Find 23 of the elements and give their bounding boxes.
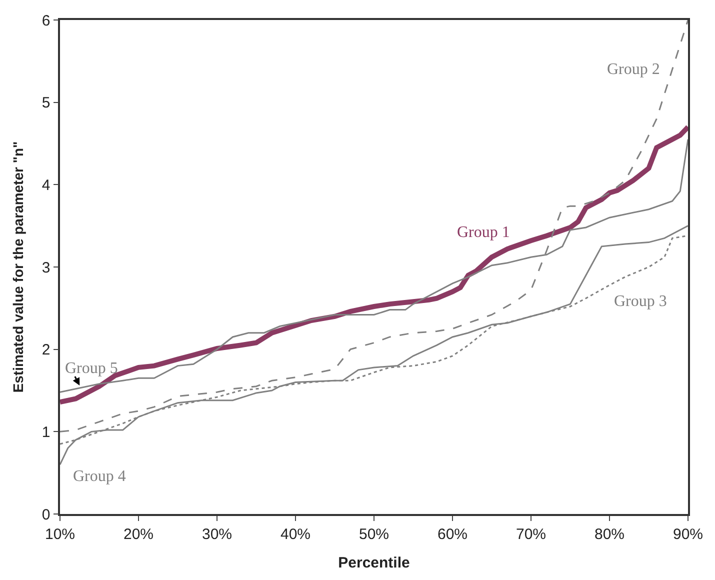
series-label: Group 3 [614,293,667,310]
y-tick-label: 2 [42,342,50,359]
y-tick-label: 5 [42,94,50,112]
series-label: Group 2 [607,61,660,78]
y-tick-label: 3 [42,259,50,276]
y-tick-label: 1 [42,424,50,441]
y-tick-label: 6 [42,12,50,30]
x-tick-label: 60% [437,526,468,543]
x-tick-label: 90% [672,526,704,543]
series-label: Group 1 [457,224,510,241]
x-tick-label: 80% [594,526,625,543]
y-axis-title: Estimated value for the parameter "n" [10,141,26,393]
x-tick-label: 20% [123,526,154,543]
y-tick-label: 4 [42,176,50,194]
x-tick-label: 30% [202,526,232,543]
x-tick-label: 10% [44,526,76,543]
y-tick-label: 0 [42,506,50,524]
x-tick-label: 50% [358,526,390,543]
x-tick-label: 70% [516,526,546,543]
series-label: Group 4 [73,468,126,485]
x-axis-title: Percentile [338,554,410,572]
series-label: Group 5 [65,360,118,377]
x-tick-label: 40% [280,526,311,543]
